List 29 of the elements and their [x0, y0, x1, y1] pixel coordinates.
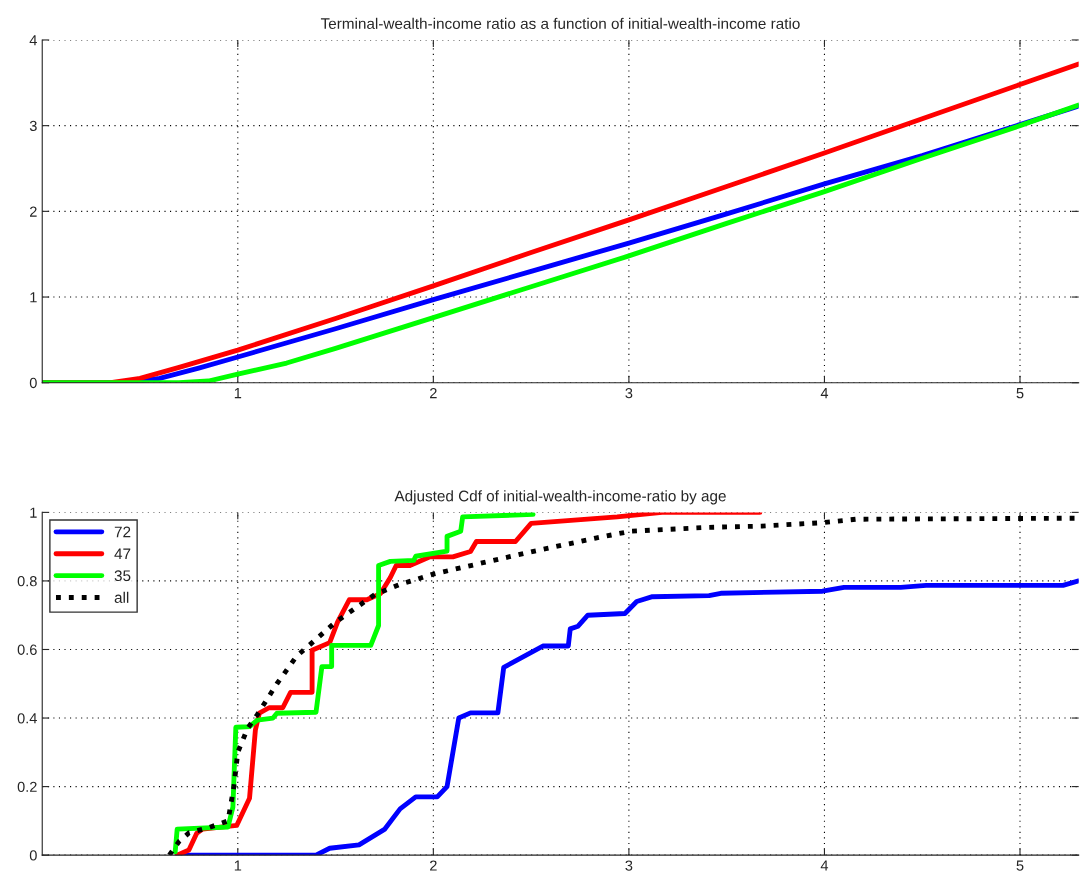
y-tick-label: 0 [29, 850, 37, 861]
y-tick-label: 3 [29, 120, 37, 132]
y-tick-label: 0.8 [17, 576, 37, 587]
line-series [172, 512, 536, 855]
y-tick-label: 0.4 [17, 713, 37, 724]
x-tick-label: 5 [1016, 388, 1024, 399]
legend-label: 47 [114, 548, 131, 560]
x-tick-label: 4 [820, 860, 829, 871]
x-tick-label: 1 [234, 388, 242, 399]
y-tick-label: 1 [30, 292, 37, 303]
y-tick-label: 0 [29, 377, 37, 389]
x-tick-label: 3 [625, 860, 633, 871]
y-tick-label: 0.6 [17, 644, 37, 655]
y-tick-label: 0.2 [17, 781, 37, 793]
x-tick-label: 5 [1016, 860, 1024, 871]
legend-label: 72 [114, 526, 131, 538]
x-tick-label: 2 [430, 387, 437, 399]
y-tick-label: 1 [30, 507, 37, 518]
x-tick-label: 2 [430, 860, 437, 871]
chart-title: Terminal-wealth-income ratio as a function of initial-wealth-income ratio [320, 17, 800, 29]
legend-label: all [114, 591, 129, 603]
y-tick-label: 2 [30, 206, 37, 217]
legend-label: 35 [114, 570, 131, 582]
x-tick-label: 3 [625, 387, 633, 399]
line-series [174, 512, 763, 856]
y-tick-label: 4 [29, 35, 37, 46]
x-tick-label: 4 [820, 388, 829, 399]
chart-title: Adjusted Cdf of initial-wealth-income-ratio by age [394, 490, 726, 505]
x-tick-label: 1 [234, 860, 242, 871]
